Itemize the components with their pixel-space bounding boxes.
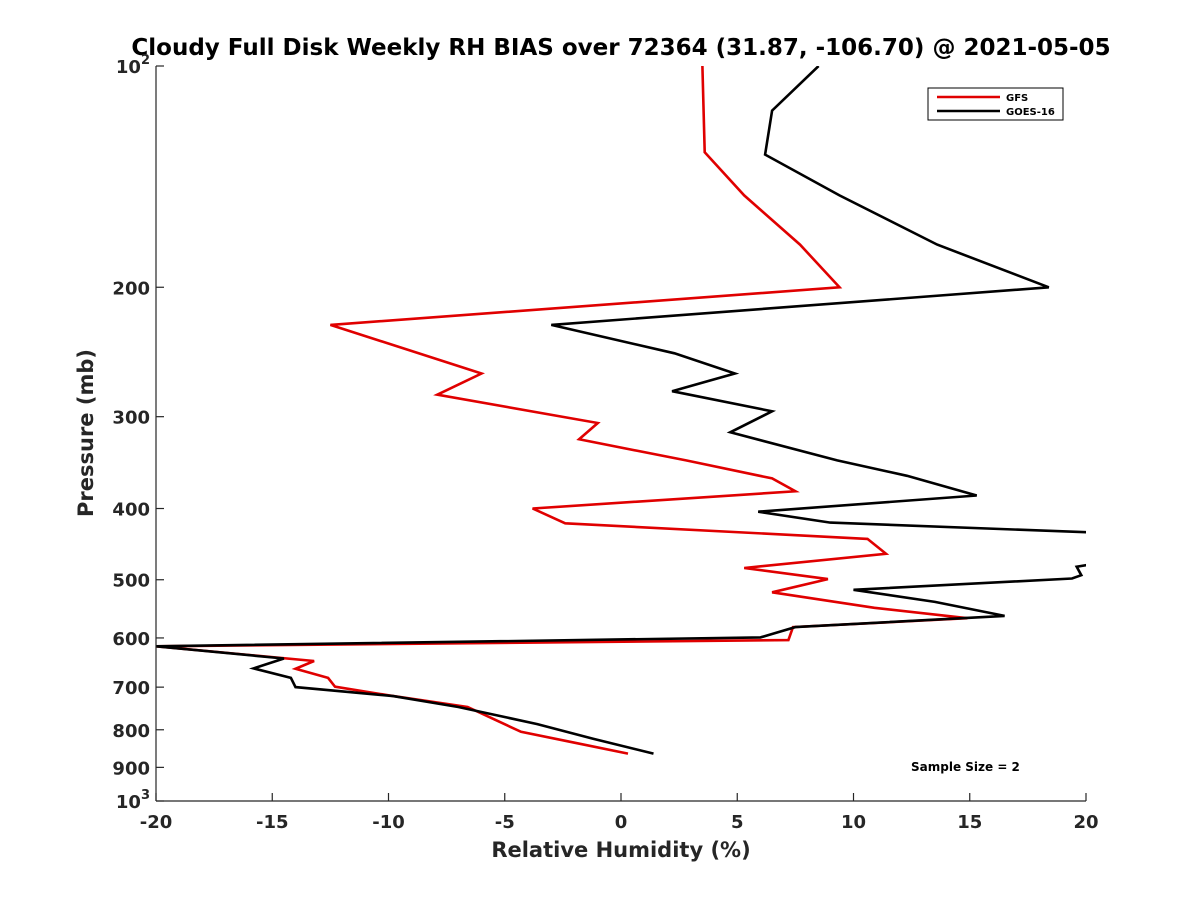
chart-title: Cloudy Full Disk Weekly RH BIAS over 723…	[131, 35, 1110, 61]
legend-label-gfs: GFS	[1006, 93, 1028, 104]
x-tick-label: 5	[731, 812, 744, 833]
x-tick-label: 0	[615, 812, 628, 833]
x-tick-label: -15	[256, 812, 289, 833]
y-tick-label-base: 700	[112, 678, 150, 699]
y-tick-label: 103	[116, 788, 150, 813]
y-tick-label: 900	[112, 758, 150, 779]
y-tick-label: 400	[112, 500, 150, 521]
y-axis-label: Pressure (mb)	[74, 349, 98, 517]
x-tick-label: -20	[140, 812, 173, 833]
legend-box	[927, 87, 1064, 121]
legend-label-goes16: GOES-16	[1006, 107, 1055, 118]
x-tick-label: -5	[495, 812, 515, 833]
sample-size-annotation: Sample Size = 2	[911, 760, 1020, 774]
y-tick-label-base: 10	[116, 792, 141, 813]
legend: GFS GOES-16	[927, 87, 1064, 121]
y-tick-label-base: 600	[112, 629, 150, 650]
y-tick-label: 300	[112, 408, 150, 429]
y-tick-label: 200	[112, 278, 150, 299]
series-line-goes16	[156, 66, 1086, 755]
y-tick-label-base: 800	[112, 721, 150, 742]
y-tick-label-base: 300	[112, 408, 150, 429]
y-tick-label: 600	[112, 629, 150, 650]
x-ticks: -20 -15 -10 -5 0 5 10 15 20	[140, 793, 1099, 833]
y-tick-label: 102	[116, 53, 150, 78]
x-axis-label: Relative Humidity (%)	[491, 838, 750, 862]
y-tick-label-base: 200	[112, 278, 150, 299]
x-tick-label: 15	[957, 812, 982, 833]
x-tick-label: -10	[372, 812, 405, 833]
series-layer	[156, 66, 1086, 755]
y-tick-label-base: 10	[116, 57, 141, 78]
y-tick-label: 700	[112, 678, 150, 699]
y-tick-label-exponent: 2	[141, 53, 150, 68]
y-tick-label: 500	[112, 571, 150, 592]
y-tick-label-exponent: 3	[141, 788, 150, 803]
y-tick-label: 800	[112, 721, 150, 742]
y-tick-label-base: 500	[112, 571, 150, 592]
x-tick-label: 20	[1073, 812, 1098, 833]
y-tick-label-base: 400	[112, 500, 150, 521]
x-tick-label: 10	[841, 812, 866, 833]
y-tick-label-base: 900	[112, 758, 150, 779]
